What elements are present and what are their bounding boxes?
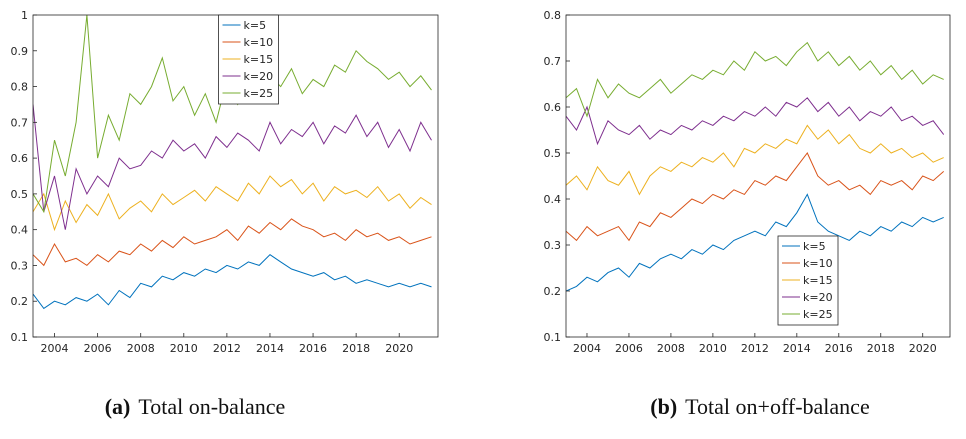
y-tick-label: 0.1 <box>544 331 562 344</box>
series-line <box>33 175 432 232</box>
legend-label: k=5 <box>803 240 826 253</box>
x-tick-label: 2018 <box>342 342 370 355</box>
legend-label: k=25 <box>803 308 833 321</box>
legend-label: k=15 <box>803 274 833 287</box>
series-line <box>33 218 432 267</box>
caption-label: (b) <box>650 394 677 419</box>
caption-text: Total on-balance <box>138 394 285 419</box>
series-line <box>566 97 945 146</box>
x-tick-label: 2014 <box>256 342 284 355</box>
caption: (b) Total on+off-balance <box>650 394 869 419</box>
x-tick-label: 2006 <box>84 342 112 355</box>
x-tick-label: 2012 <box>741 342 769 355</box>
chart: 0.1 0.2 0.3 0.4 0.5 0.6 0.7 0.8 0.9 1 2004 2006 2008… <box>11 9 439 419</box>
x-tick-label: 2020 <box>385 342 413 355</box>
y-tick-label: 0.1 <box>11 331 29 344</box>
y-tick-label: 0.4 <box>544 193 562 206</box>
y-tick-label: 0.2 <box>11 295 29 308</box>
caption-text: Total on+off-balance <box>685 394 870 419</box>
y-tick-label: 0.5 <box>11 188 29 201</box>
axes-box <box>565 14 951 338</box>
x-tick-label: 2004 <box>573 342 601 355</box>
series-line <box>566 41 944 118</box>
x-tick-label: 2020 <box>909 342 937 355</box>
x-tick-label: 2008 <box>127 342 155 355</box>
series-line <box>33 254 432 310</box>
legend-label: k=20 <box>244 70 274 83</box>
x-tick-label: 2006 <box>615 342 643 355</box>
y-tick-label: 0.9 <box>11 45 29 58</box>
y-tick-label: 0.6 <box>544 101 562 114</box>
series-line <box>566 193 944 292</box>
x-tick-label: 2018 <box>867 342 895 355</box>
x-tick-label: 2004 <box>41 342 69 355</box>
series-line <box>33 104 432 230</box>
y-tick-label: 0.8 <box>11 81 29 94</box>
caption: (a) Total on-balance <box>105 394 286 419</box>
legend-label: k=25 <box>244 87 274 100</box>
x-tick-label: 2008 <box>657 342 685 355</box>
legend-label: k=10 <box>803 257 833 270</box>
x-tick-label: 2014 <box>783 342 811 355</box>
x-tick-label: 2016 <box>299 342 327 355</box>
y-tick-label: 0.8 <box>544 9 562 22</box>
plot-area <box>566 41 945 292</box>
x-tick-label: 2010 <box>699 342 727 355</box>
y-tick-label: 0.5 <box>544 147 562 160</box>
y-tick-label: 0.7 <box>11 116 29 129</box>
chart: 0.1 0.2 0.3 0.4 0.5 0.6 0.7 0.8 2004 2006 2008 2010… <box>544 9 951 419</box>
caption-label: (a) <box>105 394 131 419</box>
x-tick-label: 2010 <box>170 342 198 355</box>
legend-label: k=10 <box>244 36 274 49</box>
x-tick-label: 2016 <box>825 342 853 355</box>
series-line <box>566 152 945 242</box>
series-line <box>566 124 944 196</box>
y-tick-label: 0.2 <box>544 285 562 298</box>
y-tick-label: 0.4 <box>11 224 29 237</box>
y-tick-label: 0.6 <box>11 152 29 165</box>
y-tick-label: 0.3 <box>544 239 562 252</box>
legend-label: k=20 <box>803 291 833 304</box>
legend-label: k=15 <box>244 53 274 66</box>
y-tick-label: 0.7 <box>544 55 562 68</box>
y-tick-label: 1 <box>21 9 28 22</box>
legend-label: k=5 <box>244 19 267 32</box>
y-tick-label: 0.3 <box>11 259 29 272</box>
x-tick-label: 2012 <box>213 342 241 355</box>
